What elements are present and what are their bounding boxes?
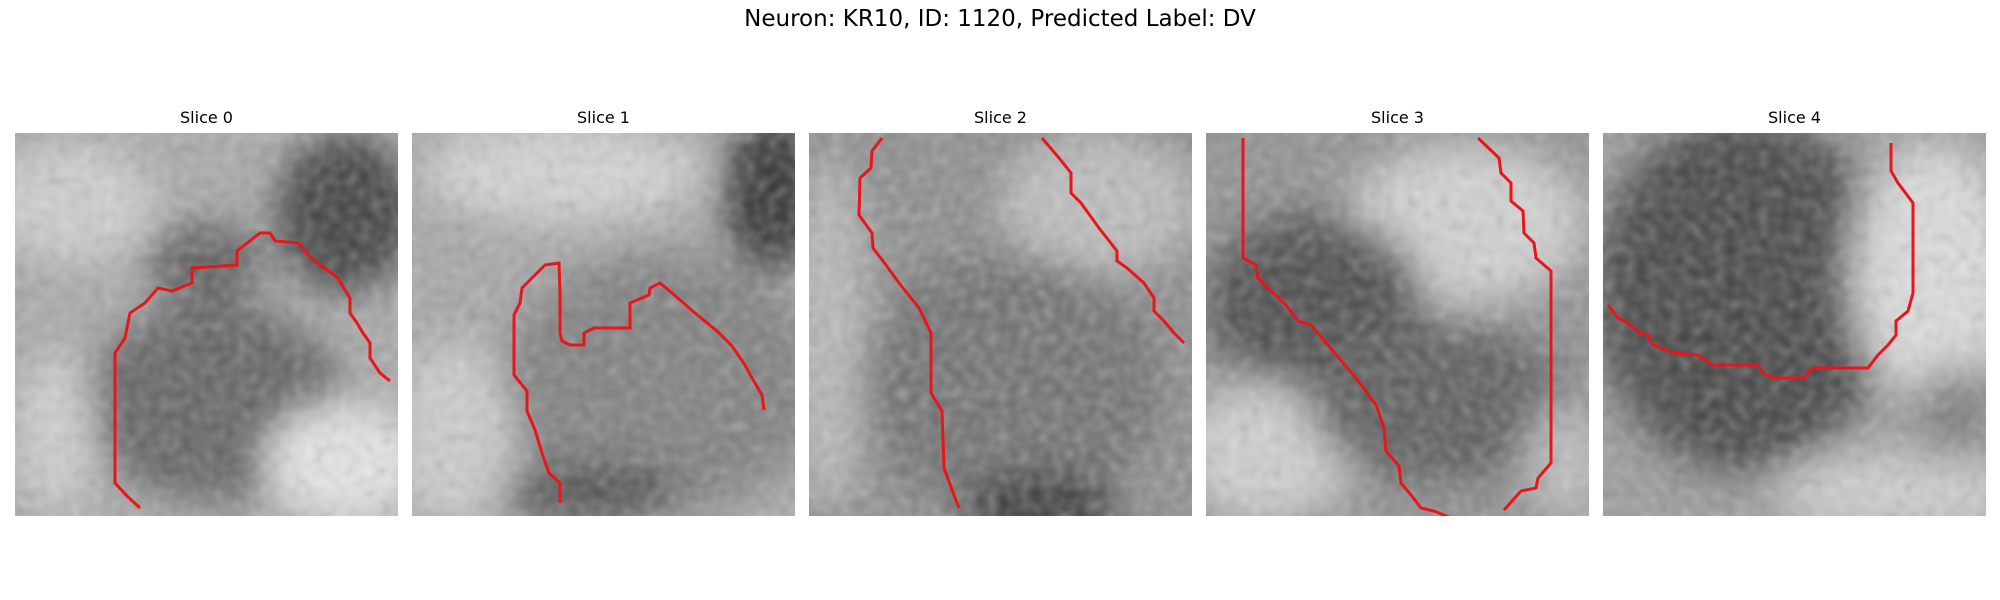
slice-image-2 — [809, 133, 1192, 516]
slice-panel-2: Slice 2 — [809, 107, 1192, 516]
contour-4 — [1606, 143, 1915, 380]
contour-3-right — [1476, 136, 1553, 512]
figure-title: Neuron: KR10, ID: 1120, Predicted Label:… — [744, 6, 1256, 32]
slice-title-4: Slice 4 — [1768, 108, 1821, 127]
slice-title-0: Slice 0 — [180, 108, 233, 127]
slice-panel-1: Slice 1 — [412, 107, 795, 516]
slice-panel-3: Slice 3 — [1206, 107, 1589, 516]
slice-title-3: Slice 3 — [1371, 108, 1424, 127]
slice-image-1 — [412, 133, 795, 516]
slice-title-1: Slice 1 — [577, 108, 630, 127]
slice-panel-4: Slice 4 — [1603, 107, 1986, 516]
slice-panel-0: Slice 0 — [15, 107, 398, 516]
contour-2-right — [1040, 137, 1186, 345]
slice-image-4 — [1603, 133, 1986, 516]
slice-image-0 — [15, 133, 398, 516]
contour-2-left — [857, 137, 961, 509]
slice-title-2: Slice 2 — [974, 108, 1027, 127]
contour-1 — [512, 261, 766, 503]
slice-image-3 — [1206, 133, 1589, 516]
contour-0 — [113, 231, 391, 510]
contour-3-left — [1241, 138, 1451, 516]
